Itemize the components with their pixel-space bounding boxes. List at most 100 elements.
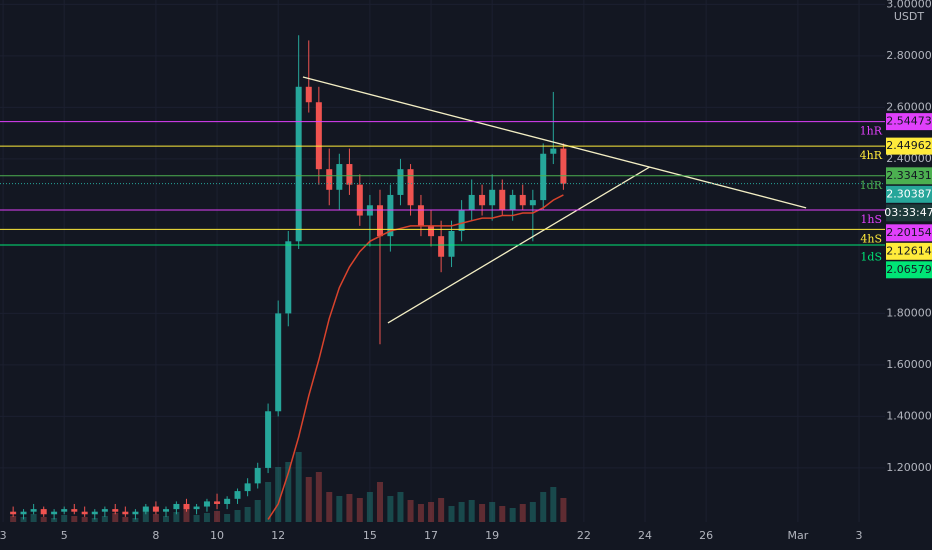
candle-body: [71, 509, 78, 512]
level-name: 4hR: [860, 149, 883, 162]
volume-bar: [519, 504, 526, 522]
candle-body: [529, 200, 536, 206]
volume-bar: [173, 512, 180, 522]
candle-body: [519, 194, 526, 206]
candle-body: [550, 148, 557, 154]
level-name: 4hS: [860, 232, 882, 245]
candle-body: [224, 498, 231, 504]
candle-body: [346, 164, 353, 185]
candle-body: [509, 194, 516, 211]
volume-bar: [448, 506, 455, 522]
volume-bar: [265, 482, 272, 522]
x-tick-label: 15: [363, 529, 377, 542]
candle-body: [479, 194, 486, 206]
y-tick-label: 2.40000: [886, 152, 932, 165]
volume-bar: [152, 514, 159, 522]
countdown: 03:33:47: [884, 206, 932, 219]
price-label-box: [886, 185, 932, 203]
x-tick-label: 19: [485, 529, 499, 542]
trend-line: [302, 76, 807, 209]
price-label: 2.33431: [886, 169, 932, 182]
candle-body: [295, 86, 302, 242]
candle-body: [458, 210, 465, 231]
price-label: 2.12614: [886, 244, 932, 257]
volume-bar: [71, 516, 78, 522]
volume-bar: [91, 518, 98, 522]
volume-bar: [122, 517, 129, 522]
volume-bar: [550, 487, 557, 522]
plot-area: [0, 0, 885, 522]
candle-body: [173, 503, 180, 510]
level-name: 1dR: [860, 179, 883, 192]
candle-body: [356, 184, 363, 216]
candle-body: [468, 194, 475, 211]
candle-body: [438, 236, 445, 257]
candle-body: [315, 102, 322, 170]
volume-bar: [61, 515, 68, 522]
volume-bar: [407, 500, 414, 522]
volume-bar: [81, 517, 88, 522]
volume-bar: [285, 462, 292, 522]
candle-body: [376, 205, 383, 237]
volume-bar: [428, 502, 435, 522]
volume-bar: [132, 518, 139, 522]
candle-body: [254, 467, 261, 484]
candle-body: [326, 169, 333, 190]
candle-body: [10, 511, 17, 515]
candle-body: [540, 153, 547, 201]
volume-bar: [214, 511, 221, 522]
volume-bar: [376, 482, 383, 522]
volume-bar: [112, 513, 119, 522]
candle-body: [30, 509, 37, 512]
price-label: 2.44962: [886, 139, 932, 152]
price-label-box: [886, 113, 932, 131]
candle-body: [265, 411, 272, 468]
x-tick-label: 10: [210, 529, 224, 542]
price-label-box: [886, 137, 932, 155]
volume-bar: [305, 477, 312, 522]
level-name: 1hR: [860, 125, 883, 138]
volume-bar: [183, 508, 190, 522]
volume-bar: [275, 467, 282, 522]
volume-bar: [295, 452, 302, 522]
volume-bar: [40, 517, 47, 522]
volume-bar: [51, 518, 58, 522]
volume-bar: [244, 507, 251, 522]
volume-bar: [417, 504, 424, 522]
candle-body: [122, 511, 129, 515]
volume-bar: [387, 496, 394, 522]
candle-body: [560, 148, 567, 184]
volume-bar: [101, 516, 108, 522]
volume-bar: [468, 500, 475, 522]
candle-body: [397, 169, 404, 195]
candle-body: [193, 506, 200, 510]
volume-bar: [499, 506, 506, 522]
volume-bar: [479, 504, 486, 522]
candle-body: [387, 194, 394, 237]
x-tick-label: 3: [856, 529, 863, 542]
candle-body: [214, 501, 221, 504]
volume-bar: [509, 508, 516, 522]
candle-body: [183, 503, 190, 510]
volume-bar: [326, 492, 333, 522]
candle-body: [285, 241, 292, 314]
candle-body: [101, 509, 108, 512]
candle-body: [407, 169, 414, 206]
volume-bar: [366, 492, 373, 522]
price-label: 2.54473: [886, 115, 932, 128]
candle-body: [40, 509, 47, 515]
x-tick-label: 3: [0, 529, 7, 542]
candle-body: [132, 511, 139, 515]
volume-bar: [397, 492, 404, 522]
volume-bar: [489, 502, 496, 522]
price-label-box: [886, 224, 932, 242]
countdown-box: [886, 204, 932, 222]
volume-bar: [20, 517, 27, 522]
candle-body: [234, 491, 241, 499]
price-label-box: [886, 261, 932, 279]
volume-bar: [540, 492, 547, 522]
candle-body: [305, 86, 312, 103]
volume-bar: [162, 516, 169, 522]
